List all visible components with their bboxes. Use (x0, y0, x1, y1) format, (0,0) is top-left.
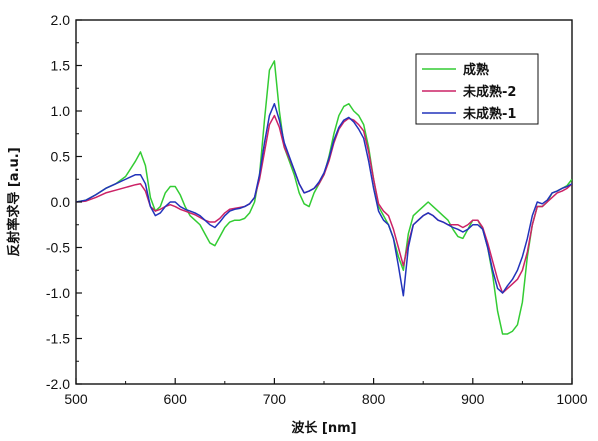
legend-label-0: 成熟 (463, 62, 489, 78)
legend-label-1: 未成熟-2 (462, 84, 516, 100)
x-tick-label-0: 500 (64, 391, 88, 407)
legend-label-2: 未成熟-1 (462, 106, 516, 122)
x-tick-label-5: 1000 (556, 391, 587, 407)
y-tick-label-0: -2.0 (46, 376, 70, 392)
legend: 成熟 未成熟-2 未成熟-1 (415, 53, 539, 125)
y-tick-label-7: 1.5 (51, 58, 71, 74)
axis-layer: 500 600 700 800 900 1000 -2.0 -1.5 -1.0 -0.5 0.0 0.… (46, 12, 588, 407)
x-tick-label-4: 900 (461, 391, 485, 407)
y-tick-label-8: 2.0 (51, 12, 71, 28)
y-axis-title: 反射率求导 [a.u.] (6, 147, 22, 256)
x-axis-title: 波长 [nm] (291, 420, 356, 436)
x-tick-label-3: 800 (362, 391, 386, 407)
y-tick-label-1: -1.5 (46, 331, 70, 347)
series-line-0 (76, 60, 572, 335)
y-tick-label-2: -1.0 (46, 285, 70, 301)
x-tick-label-1: 600 (164, 391, 188, 407)
series-layer (76, 60, 572, 335)
y-tick-label-4: 0.0 (51, 194, 71, 210)
y-tick-label-5: 0.5 (51, 149, 71, 165)
y-tick-label-6: 1.0 (51, 103, 71, 119)
y-tick-label-3: -0.5 (46, 240, 70, 256)
x-tick-label-2: 700 (263, 391, 287, 407)
series-line-2 (76, 102, 572, 297)
